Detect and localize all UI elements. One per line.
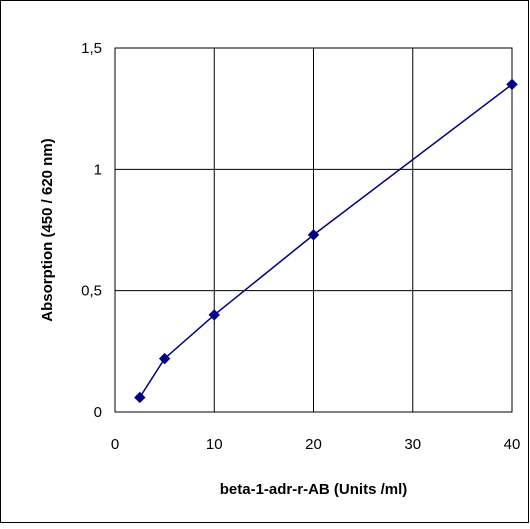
x-axis-title: beta-1-adr-r-AB (Units /ml) [220,481,408,498]
x-tick-label: 30 [404,436,421,453]
data-point-marker [208,309,220,321]
data-point-marker [307,229,320,241]
plot-area-frame [114,47,513,413]
axis-ticks: 0 10 20 30 40 0 0,5 1 1,5 [81,40,520,453]
data-point-marker [506,78,518,91]
y-tick-label: 0 [94,404,102,421]
y-tick-label: 1,5 [81,40,102,57]
y-axis-title: Absorption (450 / 620 nm) [39,138,56,321]
series-markers [134,78,518,404]
y-tick-label: 1 [94,161,102,178]
x-tick-label: 20 [305,436,322,453]
x-tick-label: 10 [206,436,223,453]
x-tick-label: 0 [111,436,119,453]
x-tick-label: 40 [504,436,521,453]
data-point-marker [158,352,171,365]
grid [115,48,512,412]
y-tick-label: 0,5 [81,283,102,300]
data-point-marker [134,391,146,404]
